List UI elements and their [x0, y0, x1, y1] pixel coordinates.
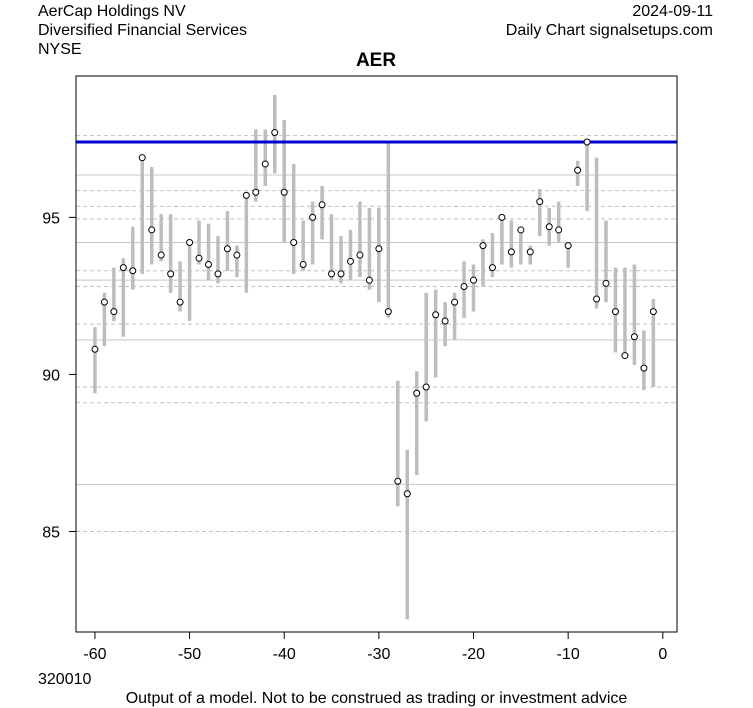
exchange-label: NYSE [38, 41, 82, 58]
close-point [223, 245, 231, 253]
close-point [432, 311, 440, 319]
close-point [328, 270, 336, 278]
close-point [299, 260, 307, 268]
chart-date: 2024-09-11 [632, 3, 713, 20]
close-point [252, 188, 260, 196]
close-point [422, 383, 430, 391]
close-point [167, 270, 175, 278]
close-point [583, 138, 591, 146]
close-point [470, 276, 478, 284]
axes-layer: -60 -50 -40 -30 -20 -10 0 85 90 95 [42, 210, 667, 663]
close-point [186, 238, 194, 246]
close-point [280, 188, 288, 196]
close-point [148, 226, 156, 234]
close-point [536, 198, 544, 206]
disclaimer-text: Output of a model. Not to be construed a… [125, 690, 628, 707]
x-tick-label: -10 [557, 646, 580, 663]
close-point [403, 490, 411, 498]
close-point [507, 248, 515, 256]
close-point [119, 264, 127, 272]
close-point [157, 251, 165, 259]
close-point [271, 129, 279, 137]
close-point [261, 160, 269, 168]
close-point [100, 298, 108, 306]
close-point [394, 477, 402, 485]
close-point [110, 308, 118, 316]
close-point [365, 276, 373, 284]
close-point [640, 364, 648, 372]
close-point [309, 213, 317, 221]
close-points-layer [91, 129, 657, 498]
close-point [346, 257, 354, 265]
close-point [384, 308, 392, 316]
y-tick-label: 95 [42, 210, 60, 227]
close-point [630, 333, 638, 341]
chart-title: AER [356, 50, 396, 71]
close-point [574, 166, 582, 174]
close-point [242, 191, 250, 199]
close-point [555, 226, 563, 234]
close-point [413, 389, 421, 397]
close-point [649, 308, 657, 316]
x-tick-label: -30 [367, 646, 390, 663]
close-point [214, 270, 222, 278]
close-point [621, 352, 629, 360]
close-point [479, 242, 487, 250]
close-point [375, 245, 383, 253]
close-point [602, 279, 610, 287]
close-point [91, 345, 99, 353]
x-tick-label: -20 [462, 646, 485, 663]
x-tick-label: -60 [83, 646, 106, 663]
close-point [517, 226, 525, 234]
y-tick-label: 85 [42, 524, 60, 541]
close-point [526, 248, 534, 256]
close-point [337, 270, 345, 278]
close-point [498, 213, 506, 221]
x-tick-label: -50 [178, 646, 201, 663]
close-point [611, 308, 619, 316]
close-point [290, 238, 298, 246]
close-point [564, 242, 572, 250]
close-point [129, 267, 137, 275]
chart-source: Daily Chart signalsetups.com [505, 22, 713, 39]
close-point [318, 201, 326, 209]
close-point [176, 298, 184, 306]
close-point [356, 251, 364, 259]
close-point [460, 282, 468, 290]
close-point [441, 317, 449, 325]
close-point [545, 223, 553, 231]
range-bars-layer [93, 94, 656, 620]
chart-code: 320010 [38, 671, 92, 688]
company-name: AerCap Holdings NV [38, 3, 186, 20]
x-tick-label: -40 [273, 646, 296, 663]
close-point [138, 154, 146, 162]
x-tick-label: 0 [658, 646, 667, 663]
close-point [451, 298, 459, 306]
close-point [233, 251, 241, 259]
close-point [488, 264, 496, 272]
close-point [593, 295, 601, 303]
y-tick-label: 90 [42, 367, 60, 384]
close-point [205, 260, 213, 268]
plot-frame [75, 75, 678, 633]
sector-label: Diversified Financial Services [38, 22, 247, 39]
close-point [195, 254, 203, 262]
